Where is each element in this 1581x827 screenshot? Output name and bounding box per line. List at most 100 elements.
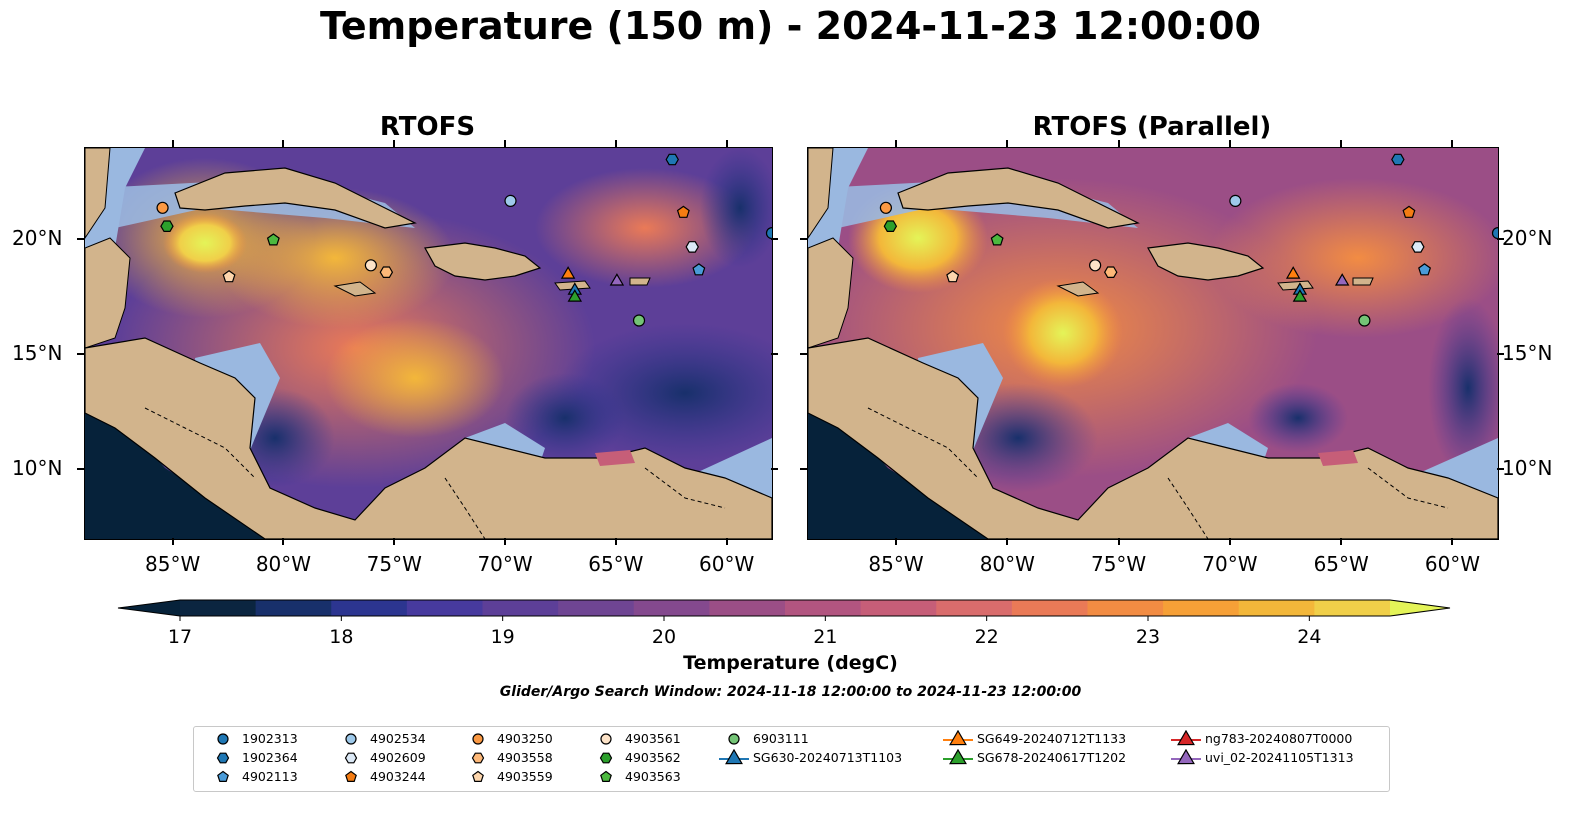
land-yucatan [808, 237, 854, 349]
marker-4902113 [692, 263, 706, 276]
lon-tick-mark [1006, 140, 1009, 147]
lon-tick-label: 60°W [699, 552, 755, 576]
panel-title-rtofs: RTOFS [379, 112, 476, 142]
legend-marker [471, 752, 485, 764]
marker-SG649-20240712T1133 [560, 266, 576, 279]
legend-swatch [943, 749, 973, 765]
legend-swatch [1171, 730, 1201, 746]
legend-label: 4902609 [370, 750, 426, 765]
lat-tick-mark [800, 468, 807, 470]
lon-tick-label: 65°W [1313, 552, 1369, 576]
lat-tick-label: 15°N [1502, 341, 1553, 365]
lon-tick-mark [895, 140, 898, 147]
lon-tick-label: 70°W [477, 552, 533, 576]
legend-swatch [471, 752, 485, 764]
legend-label: 4903562 [625, 750, 681, 765]
lon-tick-mark [1006, 538, 1009, 545]
lat-tick-mark [771, 353, 778, 355]
legend-marker [599, 752, 613, 764]
legend-marker [217, 770, 229, 782]
lake-maracaibo [1318, 450, 1358, 466]
marker-4903558 [379, 266, 394, 278]
border-line [144, 407, 256, 479]
lon-tick-mark [1340, 140, 1343, 147]
lon-tick-label: 60°W [1424, 552, 1481, 576]
legend-label: SG678-20240617T1202 [977, 750, 1127, 765]
legend-marker [728, 733, 740, 745]
lat-tick-mark [800, 238, 807, 240]
marker-1902313 [1491, 227, 1498, 240]
lon-tick-mark [282, 140, 285, 147]
legend-swatch [1171, 749, 1201, 765]
lon-tick-mark [1228, 140, 1231, 147]
map-svg-rtofs [85, 148, 772, 539]
lat-tick-mark [771, 238, 778, 240]
lat-tick-label: 20°N [12, 226, 63, 250]
marker-4903561 [1089, 259, 1102, 272]
lon-tick-label: 70°W [1202, 552, 1258, 576]
sst-warm-region [1208, 178, 1498, 338]
lat-tick-mark [1497, 468, 1504, 470]
colorbar-bin [255, 600, 332, 616]
lon-tick-mark [393, 538, 396, 545]
marker-4903562 [160, 220, 174, 233]
colorbar-tick-label: 19 [490, 626, 515, 648]
colorbar-bin [331, 600, 408, 616]
lon-tick-mark [614, 140, 617, 147]
legend-marker [345, 733, 357, 745]
land-puerto-rico [554, 280, 591, 291]
figure-title: Temperature (150 m) - 2024-11-23 12:00:0… [319, 4, 1261, 48]
legend-label: uvi_02-20241105T1313 [1205, 750, 1354, 765]
map-panel-rtofs-parallel [807, 147, 1499, 540]
legend-label: SG649-20240712T1133 [977, 731, 1127, 746]
colorbar-bin [1314, 600, 1391, 616]
map-panel-rtofs [84, 147, 773, 540]
marker-4902534 [1229, 194, 1242, 208]
colorbar-bin [860, 600, 937, 616]
lon-tick-label: 85°W [868, 552, 924, 576]
land-hispaniola [1147, 242, 1265, 281]
lat-tick-mark [77, 238, 84, 240]
legend-marker [472, 770, 484, 782]
lon-tick-mark [725, 140, 728, 147]
land-jamaica [1056, 281, 1100, 297]
marker-4903563 [990, 233, 1004, 246]
land-puerto-rico [1277, 280, 1314, 291]
legend-marker [472, 733, 484, 745]
legend-marker [600, 733, 612, 745]
marker-1902364 [665, 153, 679, 166]
marker-4903559 [946, 270, 960, 283]
lon-tick-mark [1117, 140, 1120, 147]
lon-tick-label: 85°W [145, 552, 201, 576]
legend-swatch [472, 770, 484, 782]
legend-label: 4903563 [625, 769, 681, 784]
legend-swatch [217, 770, 229, 782]
marker-1902313 [765, 227, 772, 240]
lon-tick-mark [614, 538, 617, 545]
legend-swatch [600, 770, 612, 782]
land-hispaniola [424, 242, 542, 281]
colorbar-over-arrow [1390, 600, 1450, 616]
sst-warm-region [325, 318, 505, 438]
colorbar-tick-label: 18 [329, 626, 354, 648]
legend-marker [1177, 730, 1195, 746]
land-cuba [174, 167, 417, 229]
lat-tick-label: 10°N [1502, 456, 1553, 480]
marker-4902534 [504, 194, 517, 208]
lon-tick-mark [1340, 538, 1343, 545]
colorbar-bin [1163, 600, 1240, 616]
marker-SG678-20240617T1202 [1292, 289, 1308, 302]
sst-cold-region [1428, 298, 1498, 478]
land-yucatan [85, 148, 111, 239]
land-yucatan [85, 237, 131, 349]
legend-swatch [472, 733, 484, 745]
legend-swatch [345, 733, 357, 745]
markers-rtofs-parallel [879, 153, 1498, 327]
border-line [1167, 477, 1209, 539]
lon-tick-mark [1228, 538, 1231, 545]
legend-marker [949, 749, 967, 765]
legend-swatch [217, 733, 229, 745]
map-svg-rtofs-parallel [808, 148, 1498, 539]
legend-swatch [600, 733, 612, 745]
marker-4902113 [1418, 263, 1432, 276]
